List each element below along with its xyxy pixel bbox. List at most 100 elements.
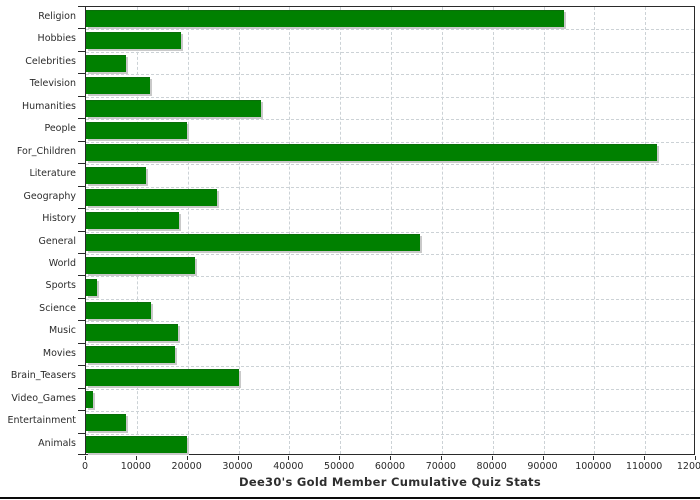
bar-brain_teasers bbox=[86, 368, 239, 386]
x-tick-label: 20000 bbox=[171, 461, 202, 472]
window-bottom-edge bbox=[0, 497, 700, 499]
category-label: Video_Games bbox=[11, 392, 76, 404]
x-axis-tick bbox=[542, 456, 544, 460]
horizontal-gridline bbox=[86, 51, 694, 53]
category-label: Entertainment bbox=[7, 415, 76, 427]
vertical-gridline bbox=[441, 7, 443, 454]
bar-sports bbox=[86, 279, 97, 297]
category-label: Geography bbox=[23, 190, 76, 202]
x-axis-tick bbox=[390, 456, 391, 460]
horizontal-gridline bbox=[86, 388, 694, 390]
vertical-gridline bbox=[543, 7, 545, 454]
category-label: Literature bbox=[29, 168, 76, 180]
category-label: Movies bbox=[42, 347, 76, 359]
bar-video_games bbox=[86, 391, 93, 409]
vertical-gridline bbox=[187, 7, 189, 454]
bar-world bbox=[86, 256, 196, 274]
y-axis-tick bbox=[78, 140, 85, 142]
bar-history bbox=[86, 211, 180, 229]
x-tick-label: 10000 bbox=[120, 461, 151, 472]
category-label: For_Children bbox=[16, 145, 76, 157]
category-label: World bbox=[48, 257, 76, 269]
horizontal-gridline bbox=[86, 186, 694, 188]
x-tick-label: 0 bbox=[81, 461, 89, 472]
vertical-gridline bbox=[340, 7, 342, 454]
x-axis-tick bbox=[644, 456, 646, 460]
y-axis-tick bbox=[78, 275, 85, 277]
horizontal-gridline bbox=[86, 209, 694, 211]
category-label: Celebrities bbox=[25, 55, 76, 67]
plot-area bbox=[85, 6, 695, 455]
category-label: Science bbox=[39, 302, 76, 314]
bar-religion bbox=[86, 9, 564, 27]
y-axis-tick bbox=[78, 410, 85, 412]
horizontal-gridline bbox=[86, 141, 694, 143]
vertical-gridline bbox=[594, 7, 596, 454]
horizontal-gridline bbox=[86, 343, 694, 345]
x-axis-tick bbox=[695, 456, 696, 460]
y-axis-tick bbox=[78, 185, 85, 187]
x-axis-tick bbox=[339, 456, 341, 460]
horizontal-gridline bbox=[86, 164, 694, 166]
y-axis-tick bbox=[78, 50, 85, 52]
y-axis-tick bbox=[78, 342, 85, 344]
bar-television bbox=[86, 77, 151, 95]
x-tick-label: 100000 bbox=[575, 461, 612, 472]
bar-science bbox=[86, 301, 152, 319]
x-axis-tick bbox=[135, 456, 137, 460]
y-axis-tick bbox=[78, 6, 85, 7]
horizontal-gridline bbox=[86, 96, 694, 98]
y-axis-tick bbox=[78, 320, 85, 322]
y-axis-tick bbox=[78, 208, 85, 210]
x-tick-label: 60000 bbox=[374, 461, 406, 472]
horizontal-gridline bbox=[86, 321, 694, 323]
category-label: Brain_Teasers bbox=[10, 370, 76, 382]
bar-music bbox=[86, 324, 178, 342]
x-axis-tick bbox=[237, 456, 239, 460]
horizontal-gridline bbox=[86, 74, 694, 76]
bar-hobbies bbox=[86, 32, 182, 50]
y-axis-tick bbox=[78, 387, 85, 389]
y-axis-tick bbox=[78, 365, 85, 367]
bar-general bbox=[86, 234, 420, 252]
x-tick-label: 120000 bbox=[676, 461, 700, 472]
x-axis-tick bbox=[593, 456, 595, 460]
bar-for_children bbox=[86, 144, 658, 162]
x-tick-label: 50000 bbox=[324, 461, 355, 472]
horizontal-gridline bbox=[86, 231, 694, 233]
y-axis-tick bbox=[78, 163, 85, 165]
x-tick-label: 30000 bbox=[222, 461, 253, 472]
horizontal-gridline bbox=[86, 29, 694, 31]
category-label: Music bbox=[48, 325, 76, 337]
x-tick-label: 90000 bbox=[527, 461, 558, 472]
y-axis-tick bbox=[78, 28, 85, 30]
vertical-gridline bbox=[136, 7, 138, 454]
y-axis-tick bbox=[78, 230, 85, 232]
vertical-gridline bbox=[391, 7, 392, 454]
vertical-gridline bbox=[289, 7, 291, 454]
bar-geography bbox=[86, 189, 218, 207]
bar-people bbox=[86, 121, 187, 139]
x-axis-tick bbox=[491, 456, 493, 460]
horizontal-gridline bbox=[86, 276, 694, 278]
x-axis-tick bbox=[85, 456, 86, 460]
horizontal-gridline bbox=[86, 253, 694, 255]
category-label: Religion bbox=[38, 11, 76, 22]
bar-movies bbox=[86, 346, 176, 364]
x-tick-label: 70000 bbox=[425, 461, 456, 472]
x-tick-label: 80000 bbox=[476, 461, 507, 472]
bar-literature bbox=[86, 166, 146, 184]
x-axis-tick bbox=[288, 456, 290, 460]
category-label: Humanities bbox=[21, 100, 76, 112]
category-label: General bbox=[38, 235, 76, 247]
horizontal-gridline bbox=[86, 411, 694, 413]
horizontal-gridline bbox=[86, 366, 694, 368]
category-label: Television bbox=[29, 78, 76, 90]
horizontal-gridline bbox=[86, 433, 694, 435]
x-axis-tick bbox=[440, 456, 442, 460]
x-tick-label: 40000 bbox=[273, 461, 304, 472]
category-label: Hobbies bbox=[37, 33, 76, 45]
bar-animals bbox=[86, 436, 187, 454]
x-tick-label: 110000 bbox=[626, 461, 663, 472]
